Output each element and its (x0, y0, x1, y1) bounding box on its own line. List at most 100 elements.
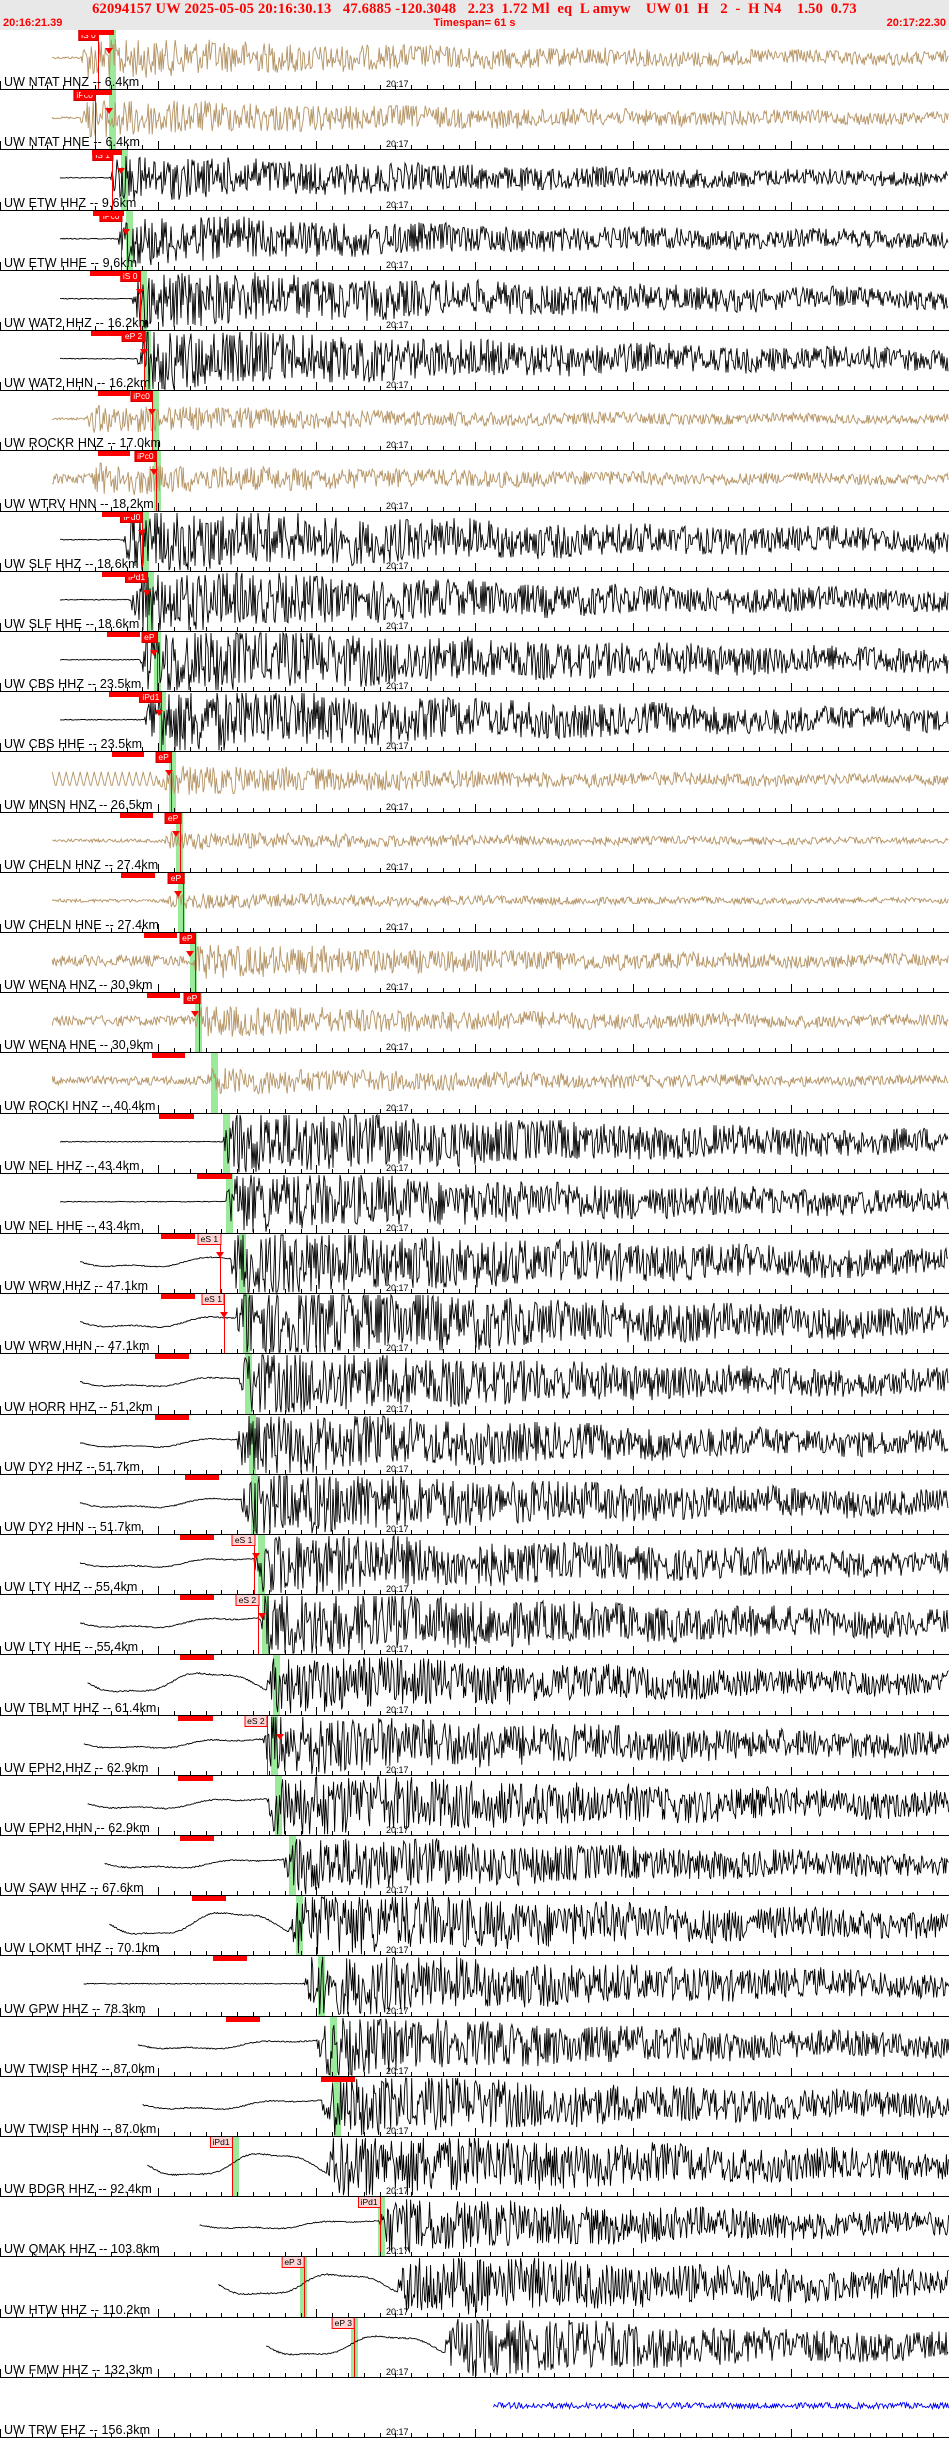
station-channel-label[interactable]: UW TBLMT HHZ -- 61.4km (4, 1700, 157, 1715)
trace-row[interactable]: iPc0 20:17 UW NTAT HNE -- 6.4km (0, 90, 949, 151)
phase-pick-label[interactable]: eP (179, 933, 196, 944)
trace-row[interactable]: iPd1 20:17 UW SLF HHE -- 18.6km (0, 571, 949, 632)
phase-pick-label[interactable]: eP 3 (331, 2317, 355, 2329)
station-channel-label[interactable]: UW NEL HHE -- 43.4km (4, 1218, 141, 1233)
station-channel-label[interactable]: UW ROCKI HNZ -- 40.4km (4, 1098, 156, 1113)
phase-pick-line[interactable] (97, 30, 99, 91)
phase-pick-label[interactable]: eP (164, 812, 182, 824)
trace-row[interactable]: eP 20:17 UW WENA HNE -- 30.9km (0, 993, 949, 1054)
station-channel-label[interactable]: UW ETW HHZ -- 9.6km (4, 195, 137, 210)
trace-row[interactable]: eP 3 20:17 UW FMW HHZ -- 132.3km (0, 2317, 949, 2378)
phase-pick-label[interactable]: iS 0 (119, 270, 141, 282)
station-channel-label[interactable]: UW TRW EHZ -- 156.3km (4, 2422, 151, 2437)
phase-pick-label[interactable]: iPd1 (357, 2197, 381, 2209)
station-channel-label[interactable]: UW WRW HHZ -- 47.1km (4, 1279, 149, 1294)
phase-pick-line[interactable] (194, 933, 196, 994)
phase-pick-label[interactable]: iPc0 (134, 451, 157, 463)
trace-row[interactable]: eP 20:17 UW CHELN HNZ -- 27.4km (0, 812, 949, 873)
trace-row[interactable]: eS 1 20:17 UW LTY HHZ -- 55.4km (0, 1535, 949, 1596)
phase-pick-line[interactable] (139, 270, 141, 331)
station-channel-label[interactable]: UW NEL HHZ -- 43.4km (4, 1158, 140, 1173)
phase-pick-line[interactable] (220, 1234, 222, 1295)
phase-pick-line[interactable] (231, 2137, 233, 2198)
trace-row[interactable]: iPd1 20:17 UW BDGR HHZ -- 92.4km (0, 2137, 949, 2198)
phase-pick-line[interactable] (199, 993, 201, 1054)
phase-pick-line[interactable] (142, 511, 144, 572)
trace-row[interactable]: 20:17 UW NEL HHZ -- 43.4km (0, 1113, 949, 1174)
station-channel-label[interactable]: UW QMAK HHZ -- 103.8km (4, 2242, 160, 2257)
station-channel-label[interactable]: UW NTAT HNZ -- 6.4km (4, 75, 140, 90)
trace-row[interactable]: 20:17 UW DY2 HHN -- 51.7km (0, 1474, 949, 1535)
trace-row[interactable]: 20:17 UW NEL HHE -- 43.4km (0, 1173, 949, 1234)
station-channel-label[interactable]: UW SLF HHE -- 18.6km (4, 616, 140, 631)
station-channel-label[interactable]: UW CBS HHZ -- 23.5km (4, 677, 142, 692)
phase-pick-label[interactable]: iPd0 (120, 511, 144, 523)
phase-pick-label[interactable]: iS 1 (92, 150, 113, 162)
trace-row[interactable]: iPc0 20:17 UW ROCKR HNZ -- 17.0km (0, 391, 949, 452)
station-channel-label[interactable]: UW CHELN HNZ -- 27.4km (4, 857, 159, 872)
phase-pick-label[interactable]: eP (155, 752, 172, 764)
station-channel-label[interactable]: UW BDGR HHZ -- 92.4km (4, 2182, 152, 2197)
phase-pick-label[interactable]: eS 2 (235, 1595, 260, 1607)
phase-pick-line[interactable] (254, 1535, 256, 1596)
phase-pick-label[interactable]: iS 0 (78, 30, 99, 41)
trace-row[interactable]: eP 20:17 UW CBS HHZ -- 23.5km (0, 632, 949, 693)
trace-row[interactable]: 20:17 UW HORR HHZ -- 51.2km (0, 1354, 949, 1415)
station-channel-label[interactable]: UW HTW HHZ -- 110.2km (4, 2302, 151, 2317)
station-channel-label[interactable]: UW EPH2 HHZ -- 62.9km (4, 1760, 149, 1775)
trace-row[interactable]: iPd1 20:17 UW CBS HHE -- 23.5km (0, 692, 949, 753)
trace-row[interactable]: 20:17 UW TWISP HHN -- 87.0km (0, 2076, 949, 2137)
phase-pick-line[interactable] (223, 1294, 225, 1355)
phase-pick-label[interactable]: iPd1 (139, 692, 163, 704)
phase-pick-line[interactable] (147, 571, 149, 632)
station-channel-label[interactable]: UW WTRV HNN -- 18.2km (4, 496, 154, 511)
phase-pick-line[interactable] (94, 90, 96, 151)
station-channel-label[interactable]: UW TWISP HHN -- 87.0km (4, 2121, 157, 2136)
phase-pick-label[interactable]: eS 1 (201, 1294, 225, 1306)
phase-pick-line[interactable] (111, 150, 113, 211)
trace-row[interactable]: 20:17 UW LOKMT HHZ -- 70.1km (0, 1896, 949, 1957)
phase-pick-label[interactable]: iPc0 (130, 391, 153, 403)
trace-row[interactable]: eP 2 20:17 UW WAT2 HHN -- 16.2km (0, 331, 949, 392)
trace-row[interactable]: iPc0 20:17 UW ETW HHE -- 9.6km (0, 210, 949, 271)
station-channel-label[interactable]: UW SLF HHZ -- 18.6km (4, 556, 139, 571)
phase-pick-line[interactable] (180, 812, 182, 873)
trace-row[interactable]: 20:17 UW SAW HHZ -- 67.6km (0, 1836, 949, 1897)
phase-pick-line[interactable] (266, 1715, 268, 1776)
trace-row[interactable]: iS 1 20:17 UW ETW HHZ -- 9.6km (0, 150, 949, 211)
trace-row[interactable]: iPd1 20:17 UW QMAK HHZ -- 103.8km (0, 2197, 949, 2258)
trace-row[interactable]: 20:17 UW TRW EHZ -- 156.3km (0, 2378, 949, 2438)
trace-row[interactable]: eS 2 20:17 UW LTY HHE -- 55.4km (0, 1595, 949, 1656)
station-channel-label[interactable]: UW DY2 HHN -- 51.7km (4, 1519, 142, 1534)
trace-row[interactable]: eP 20:17 UW CHELN HNE -- 27.4km (0, 872, 949, 933)
station-channel-label[interactable]: UW WAT2 HHZ -- 16.2km (4, 315, 150, 330)
station-channel-label[interactable]: UW NTAT HNE -- 6.4km (4, 135, 141, 150)
station-channel-label[interactable]: UW ETW HHE -- 9.6km (4, 255, 138, 270)
phase-pick-label[interactable]: eP (183, 993, 201, 1005)
phase-pick-line[interactable] (353, 2317, 355, 2378)
station-channel-label[interactable]: UW WENA HNZ -- 30.9km (4, 978, 153, 993)
phase-pick-label[interactable]: eP 2 (121, 331, 146, 342)
trace-row[interactable]: 20:17 UW TBLMT HHZ -- 61.4km (0, 1655, 949, 1716)
station-channel-label[interactable]: UW HORR HHZ -- 51.2km (4, 1399, 153, 1414)
phase-pick-line[interactable] (151, 391, 153, 452)
phase-pick-line[interactable] (303, 2257, 305, 2318)
station-channel-label[interactable]: UW LOKMT HHZ -- 70.1km (4, 1941, 159, 1956)
station-channel-label[interactable]: UW GPW HHZ -- 78.3km (4, 2001, 146, 2016)
trace-row[interactable]: iPc0 20:17 UW WTRV HNN -- 18.2km (0, 451, 949, 512)
trace-row[interactable]: eP 20:17 UW MNSN HNZ -- 26.5km (0, 752, 949, 813)
trace-row[interactable]: iPd0 20:17 UW SLF HHZ -- 18.6km (0, 511, 949, 572)
phase-pick-line[interactable] (155, 451, 157, 512)
phase-pick-line[interactable] (144, 331, 146, 392)
phase-pick-label[interactable]: iPc0 (73, 90, 96, 102)
phase-pick-label[interactable]: eS 1 (231, 1535, 256, 1546)
phase-pick-label[interactable]: eP (167, 872, 185, 884)
phase-pick-label[interactable]: eS 2 (244, 1715, 268, 1727)
station-channel-label[interactable]: UW DY2 HHZ -- 51.7km (4, 1459, 141, 1474)
phase-pick-line[interactable] (258, 1595, 260, 1656)
phase-pick-line[interactable] (161, 692, 163, 753)
phase-pick-line[interactable] (170, 752, 172, 813)
trace-row[interactable]: 20:17 UW DY2 HHZ -- 51.7km (0, 1414, 949, 1475)
trace-row[interactable]: eS 1 20:17 UW WRW HHZ -- 47.1km (0, 1234, 949, 1295)
station-channel-label[interactable]: UW EPH2 HHN -- 62.9km (4, 1820, 150, 1835)
